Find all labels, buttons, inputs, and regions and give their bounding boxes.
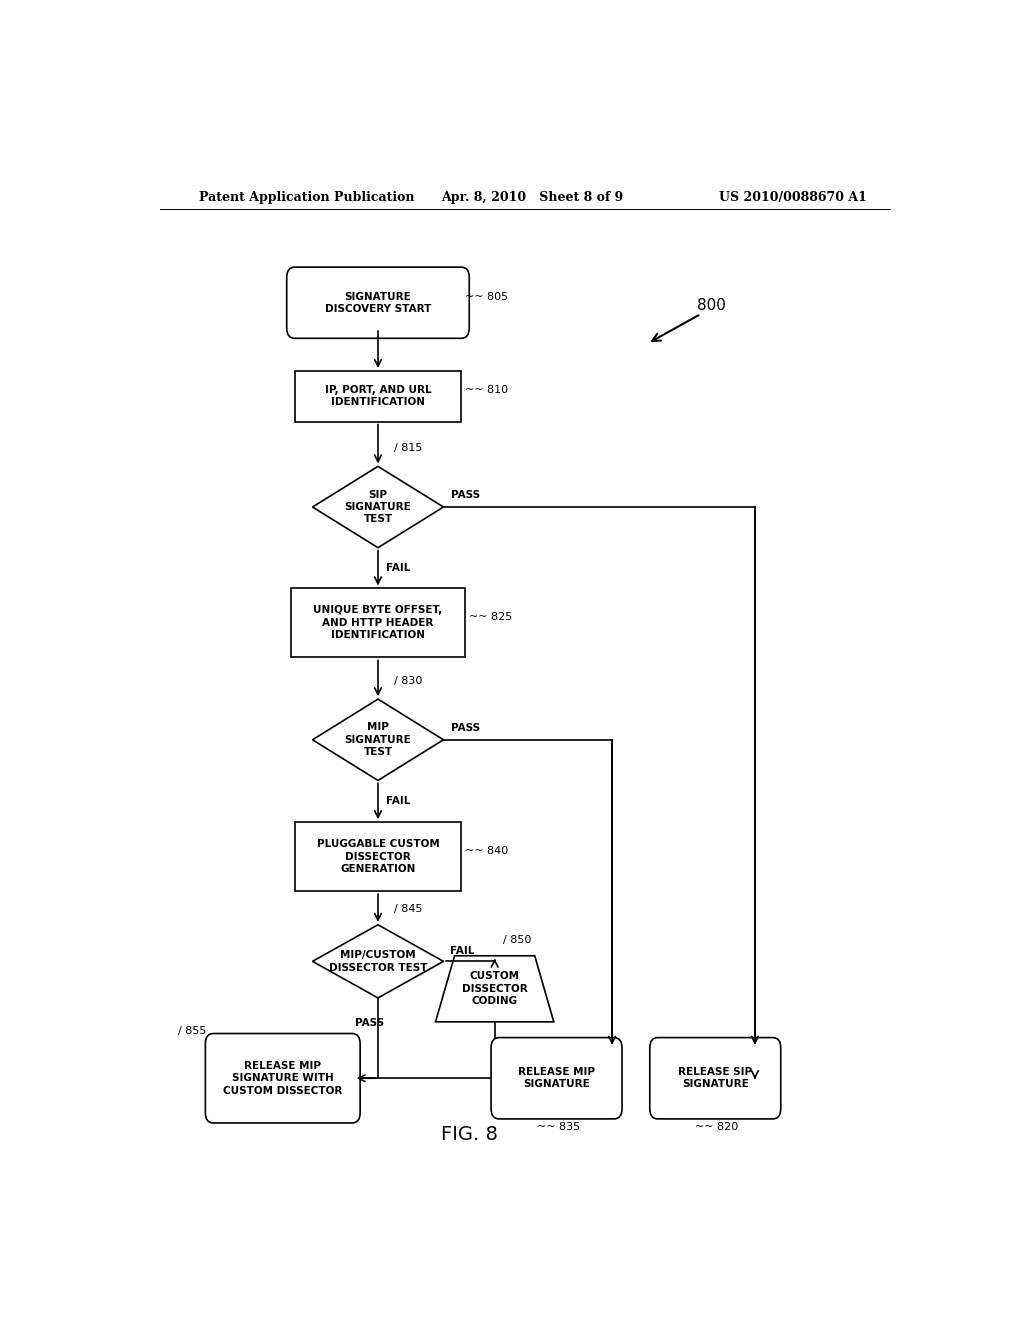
Text: PLUGGABLE CUSTOM
DISSECTOR
GENERATION: PLUGGABLE CUSTOM DISSECTOR GENERATION bbox=[316, 840, 439, 874]
Bar bbox=[291, 589, 465, 657]
Text: Patent Application Publication: Patent Application Publication bbox=[200, 190, 415, 203]
Text: RELEASE MIP
SIGNATURE WITH
CUSTOM DISSECTOR: RELEASE MIP SIGNATURE WITH CUSTOM DISSEC… bbox=[223, 1061, 342, 1096]
Text: PASS: PASS bbox=[452, 490, 480, 500]
Text: Apr. 8, 2010   Sheet 8 of 9: Apr. 8, 2010 Sheet 8 of 9 bbox=[441, 190, 624, 203]
Text: / 855: / 855 bbox=[177, 1027, 206, 1036]
Bar bbox=[295, 822, 462, 891]
Text: ~~ 820: ~~ 820 bbox=[695, 1122, 738, 1133]
Text: SIGNATURE
DISCOVERY START: SIGNATURE DISCOVERY START bbox=[325, 292, 431, 314]
Text: PASS: PASS bbox=[452, 722, 480, 733]
Text: ~~ 840: ~~ 840 bbox=[465, 846, 509, 855]
Text: PASS: PASS bbox=[355, 1018, 385, 1028]
Text: ~~ 825: ~~ 825 bbox=[469, 611, 512, 622]
Text: SIP
SIGNATURE
TEST: SIP SIGNATURE TEST bbox=[345, 490, 412, 524]
FancyBboxPatch shape bbox=[287, 267, 469, 338]
Polygon shape bbox=[312, 700, 443, 780]
Polygon shape bbox=[435, 956, 554, 1022]
Bar bbox=[295, 371, 462, 421]
Text: MIP
SIGNATURE
TEST: MIP SIGNATURE TEST bbox=[345, 722, 412, 758]
Text: FAIL: FAIL bbox=[386, 564, 411, 573]
Text: RELEASE SIP
SIGNATURE: RELEASE SIP SIGNATURE bbox=[678, 1067, 753, 1089]
Text: / 845: / 845 bbox=[394, 903, 422, 913]
Polygon shape bbox=[312, 925, 443, 998]
Text: MIP/CUSTOM
DISSECTOR TEST: MIP/CUSTOM DISSECTOR TEST bbox=[329, 950, 427, 973]
FancyBboxPatch shape bbox=[492, 1038, 622, 1119]
Text: FIG. 8: FIG. 8 bbox=[440, 1125, 498, 1143]
Text: UNIQUE BYTE OFFSET,
AND HTTP HEADER
IDENTIFICATION: UNIQUE BYTE OFFSET, AND HTTP HEADER IDEN… bbox=[313, 606, 442, 640]
Text: FAIL: FAIL bbox=[386, 796, 411, 807]
Text: ~~ 810: ~~ 810 bbox=[465, 385, 508, 395]
Text: US 2010/0088670 A1: US 2010/0088670 A1 bbox=[719, 190, 867, 203]
Text: CUSTOM
DISSECTOR
CODING: CUSTOM DISSECTOR CODING bbox=[462, 972, 527, 1006]
Text: 800: 800 bbox=[697, 298, 726, 313]
Text: FAIL: FAIL bbox=[450, 946, 474, 956]
FancyBboxPatch shape bbox=[650, 1038, 780, 1119]
Text: ~~ 835: ~~ 835 bbox=[537, 1122, 580, 1133]
Text: / 815: / 815 bbox=[394, 444, 422, 453]
Polygon shape bbox=[312, 466, 443, 548]
Text: ~~ 805: ~~ 805 bbox=[465, 292, 508, 302]
Text: IP, PORT, AND URL
IDENTIFICATION: IP, PORT, AND URL IDENTIFICATION bbox=[325, 385, 431, 408]
Text: RELEASE MIP
SIGNATURE: RELEASE MIP SIGNATURE bbox=[518, 1067, 595, 1089]
Text: / 830: / 830 bbox=[394, 676, 422, 686]
Text: / 850: / 850 bbox=[503, 935, 531, 945]
FancyBboxPatch shape bbox=[206, 1034, 360, 1123]
